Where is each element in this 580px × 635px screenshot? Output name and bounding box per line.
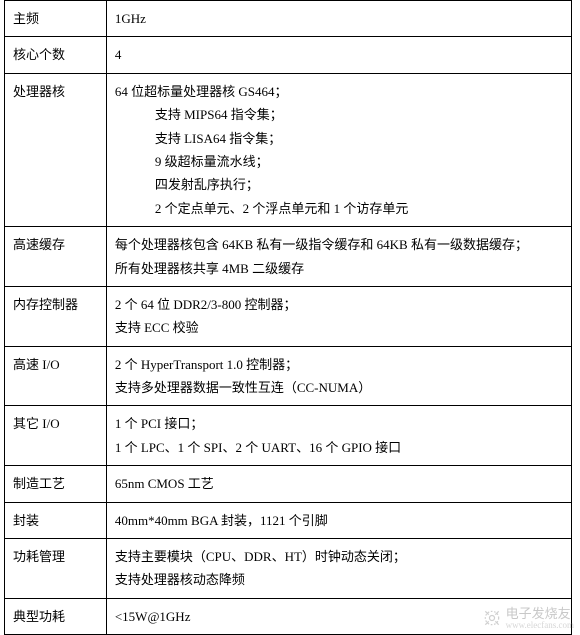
value-line: 支持多处理器数据一致性互连（CC-NUMA） xyxy=(115,376,563,399)
value-line: 64 位超标量处理器核 GS464； xyxy=(115,80,563,103)
watermark-main: 电子发烧友 xyxy=(506,607,574,621)
watermark-url: www.elecfans.com xyxy=(506,621,574,631)
spec-table-body: 主频1GHz核心个数4处理器核64 位超标量处理器核 GS464；支持 MIPS… xyxy=(5,1,572,635)
table-row: 制造工艺 65nm CMOS 工艺 xyxy=(5,466,572,502)
table-row: 其它 I/O1 个 PCI 接口；1 个 LPC、1 个 SPI、2 个 UAR… xyxy=(5,406,572,466)
value-line: 4 xyxy=(115,43,563,66)
row-value: 1 个 PCI 接口；1 个 LPC、1 个 SPI、2 个 UART、16 个… xyxy=(106,406,571,466)
row-value: 1GHz xyxy=(106,1,571,37)
row-value: 2 个 HyperTransport 1.0 控制器；支持多处理器数据一致性互连… xyxy=(106,346,571,406)
row-label: 高速缓存 xyxy=(5,227,107,287)
row-value: 40mm*40mm BGA 封装，1121 个引脚 xyxy=(106,502,571,538)
watermark: 电子发烧友 www.elecfans.com xyxy=(482,607,574,631)
row-value: 支持主要模块（CPU、DDR、HT）时钟动态关闭；支持处理器核动态降频 xyxy=(106,539,571,599)
value-line: 1GHz xyxy=(115,7,563,30)
value-line: 支持主要模块（CPU、DDR、HT）时钟动态关闭； xyxy=(115,545,563,568)
table-row: 功耗管理支持主要模块（CPU、DDR、HT）时钟动态关闭；支持处理器核动态降频 xyxy=(5,539,572,599)
value-line: 支持 LISA64 指令集； xyxy=(115,127,563,150)
row-label: 典型功耗 xyxy=(5,598,107,634)
row-label: 封装 xyxy=(5,502,107,538)
row-label: 高速 I/O xyxy=(5,346,107,406)
row-label: 核心个数 xyxy=(5,37,107,73)
value-line: 1 个 PCI 接口； xyxy=(115,412,563,435)
value-line: 所有处理器核共享 4MB 二级缓存 xyxy=(115,257,563,280)
row-value: 64 位超标量处理器核 GS464；支持 MIPS64 指令集；支持 LISA6… xyxy=(106,73,571,226)
table-row: 核心个数 4 xyxy=(5,37,572,73)
value-line: 1 个 LPC、1 个 SPI、2 个 UART、16 个 GPIO 接口 xyxy=(115,436,563,459)
value-line: 2 个 HyperTransport 1.0 控制器； xyxy=(115,353,563,376)
value-line: 2 个定点单元、2 个浮点单元和 1 个访存单元 xyxy=(115,197,563,220)
value-line: 2 个 64 位 DDR2/3-800 控制器； xyxy=(115,293,563,316)
value-line: 支持 MIPS64 指令集； xyxy=(115,103,563,126)
value-line: 40mm*40mm BGA 封装，1121 个引脚 xyxy=(115,509,563,532)
value-line: 四发射乱序执行； xyxy=(115,173,563,196)
row-value: 2 个 64 位 DDR2/3-800 控制器；支持 ECC 校验 xyxy=(106,286,571,346)
row-value: 4 xyxy=(106,37,571,73)
value-line: 支持 ECC 校验 xyxy=(115,316,563,339)
table-row: 高速缓存每个处理器核包含 64KB 私有一级指令缓存和 64KB 私有一级数据缓… xyxy=(5,227,572,287)
table-row: 内存控制器2 个 64 位 DDR2/3-800 控制器；支持 ECC 校验 xyxy=(5,286,572,346)
row-label: 处理器核 xyxy=(5,73,107,226)
value-line: 每个处理器核包含 64KB 私有一级指令缓存和 64KB 私有一级数据缓存； xyxy=(115,233,563,256)
value-line: 65nm CMOS 工艺 xyxy=(115,472,563,495)
table-row: 主频 1GHz xyxy=(5,1,572,37)
row-label: 功耗管理 xyxy=(5,539,107,599)
table-row: 封装 40mm*40mm BGA 封装，1121 个引脚 xyxy=(5,502,572,538)
value-line: 9 级超标量流水线； xyxy=(115,150,563,173)
value-line: 支持处理器核动态降频 xyxy=(115,568,563,591)
row-label: 其它 I/O xyxy=(5,406,107,466)
row-label: 主频 xyxy=(5,1,107,37)
row-value: 每个处理器核包含 64KB 私有一级指令缓存和 64KB 私有一级数据缓存；所有… xyxy=(106,227,571,287)
row-value: 65nm CMOS 工艺 xyxy=(106,466,571,502)
spec-table: 主频1GHz核心个数4处理器核64 位超标量处理器核 GS464；支持 MIPS… xyxy=(4,0,572,635)
satellite-icon xyxy=(482,608,506,631)
table-row: 处理器核64 位超标量处理器核 GS464；支持 MIPS64 指令集；支持 L… xyxy=(5,73,572,226)
table-row: 高速 I/O2 个 HyperTransport 1.0 控制器；支持多处理器数… xyxy=(5,346,572,406)
row-label: 内存控制器 xyxy=(5,286,107,346)
row-label: 制造工艺 xyxy=(5,466,107,502)
